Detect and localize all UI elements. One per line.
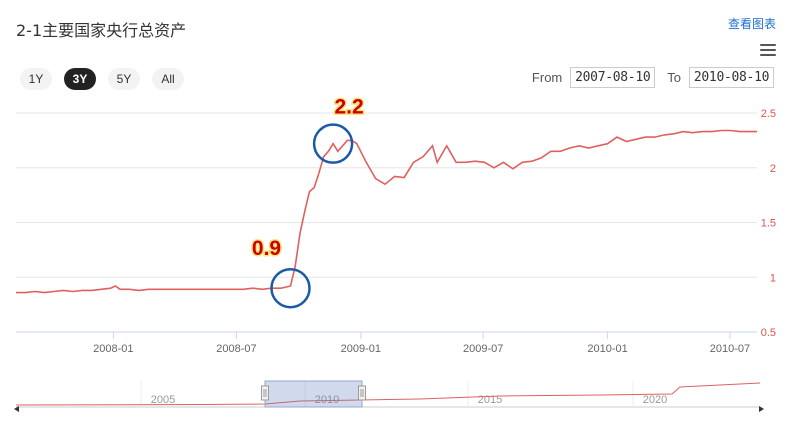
from-date-input[interactable]: 2007-08-10 — [570, 67, 656, 88]
range-button-all[interactable]: All — [152, 68, 184, 90]
x-axis: 2008-01 2008-07 2009-01 2009-07 2010-01 2010-… — [16, 331, 757, 355]
annotation-label: 2.2 — [334, 96, 363, 119]
to-date-input[interactable]: 2010-08-10 — [689, 67, 774, 88]
navigator: 2005201020152020 — [14, 380, 764, 412]
hamburger-menu-icon[interactable] — [760, 44, 776, 58]
y-tick-label: 1 — [770, 272, 776, 284]
navigator-handle[interactable] — [261, 385, 269, 401]
x-tick-label: 2009-07 — [463, 343, 503, 355]
navigator-series — [15, 382, 761, 406]
range-button-5y[interactable]: 5Y — [108, 68, 140, 90]
grid-lines — [16, 112, 757, 278]
navigator-handle[interactable] — [358, 385, 366, 401]
from-label: From — [531, 70, 563, 85]
navigator-year-label: 2020 — [643, 394, 667, 406]
to-label: To — [667, 70, 681, 85]
series-line — [16, 129, 757, 294]
navigator-selection[interactable] — [264, 380, 363, 408]
navigator-year-label: 2005 — [151, 394, 175, 406]
annotation-circle — [312, 123, 354, 164]
y-tick-label: 1.5 — [761, 218, 776, 230]
x-tick-label: 2009-01 — [341, 343, 381, 355]
annotation-circle — [270, 267, 311, 309]
scroll-right-arrow-icon[interactable] — [759, 406, 764, 412]
annotation-label: 0.9 — [252, 237, 281, 260]
range-button-1y[interactable]: 1Y — [20, 68, 52, 90]
x-tick-label: 2010-01 — [587, 343, 627, 355]
y-tick-label: 2 — [770, 163, 776, 175]
x-tick-label: 2008-07 — [216, 343, 256, 355]
y-tick-label: 2.5 — [761, 108, 776, 120]
y-axis-ticks: 0.5 1 1.5 2 2.5 — [761, 108, 776, 339]
x-tick-label: 2008-01 — [93, 343, 133, 355]
scroll-left-arrow-icon[interactable] — [14, 406, 19, 412]
date-range: From 2007-08-10 To 2010-08-10 — [520, 67, 774, 88]
x-tick-label: 2010-07 — [710, 343, 750, 355]
range-button-3y[interactable]: 3Y — [64, 68, 96, 90]
range-selector: 1Y 3Y 5Y All — [20, 68, 184, 90]
navigator-year-label: 2010 — [315, 394, 339, 406]
page-title: 2-1主要国家央行总资产 — [16, 21, 187, 40]
y-tick-label: 0.5 — [761, 327, 776, 339]
annotations: 0.9 2.2 — [250, 94, 365, 309]
view-chart-link[interactable]: 查看图表 — [727, 17, 776, 31]
